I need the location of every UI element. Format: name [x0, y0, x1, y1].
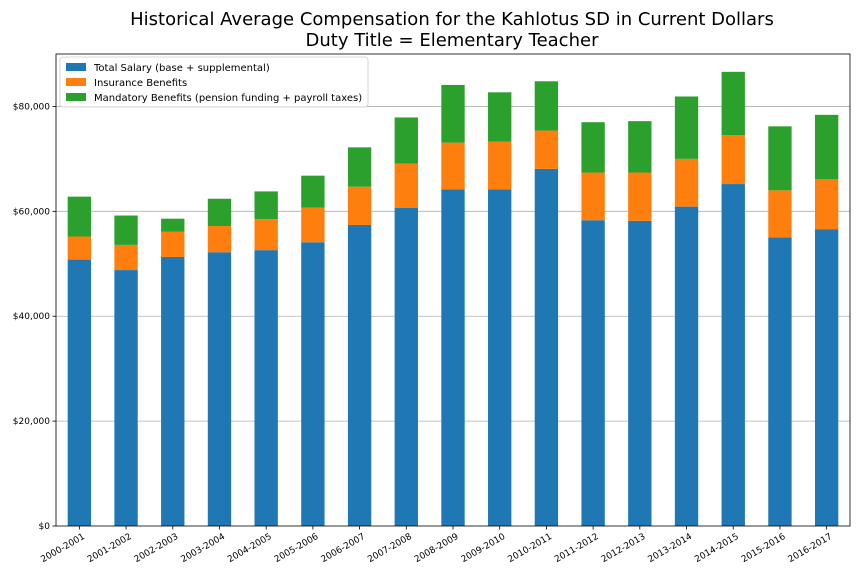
bar-segment-1 — [534, 130, 559, 169]
bar-segment-0 — [721, 184, 745, 526]
y-tick-label: $80,000 — [13, 102, 50, 112]
bar-segment-0 — [254, 250, 278, 527]
x-tick-label: 2010-2011 — [506, 532, 553, 565]
bar-segment-0 — [207, 252, 232, 527]
x-tick-label: 2013-2014 — [647, 532, 695, 565]
bar-segment-0 — [114, 270, 138, 526]
legend-box — [59, 56, 369, 108]
bar-segment-2 — [721, 71, 745, 136]
legend: Total Salary (base + supplemental) Insura… — [59, 56, 369, 108]
chart-title: Historical Average Compensation for the … — [130, 9, 774, 30]
x-tick-label: 2009-2010 — [460, 532, 508, 565]
bar-segment-2 — [581, 122, 605, 173]
bar-segment-1 — [488, 141, 512, 190]
chart-subtitle: Duty Title = Elementary Teacher — [306, 30, 600, 51]
bar-segment-2 — [347, 147, 372, 187]
y-axis-ticks: $0 $20,000 $40,000 $60,000 $80,000 — [13, 102, 56, 532]
bar-segment-0 — [347, 224, 372, 527]
bar-segment-1 — [441, 142, 465, 190]
bar-segment-0 — [441, 189, 465, 526]
bar-segment-2 — [534, 81, 559, 131]
bar-segment-0 — [534, 168, 559, 526]
x-tick-label: 2016-2017 — [787, 532, 834, 565]
x-tick-label: 2014-2015 — [693, 532, 740, 565]
bar-segment-0 — [581, 220, 605, 526]
bar-segment-0 — [488, 189, 512, 526]
bar-segment-2 — [628, 121, 652, 173]
x-tick-label: 2008-2009 — [413, 532, 461, 565]
bar-segment-2 — [114, 215, 138, 245]
bar-segment-1 — [207, 226, 232, 253]
bar-segment-0 — [161, 256, 185, 526]
x-tick-label: 2012-2013 — [600, 532, 647, 565]
legend-swatch — [66, 93, 86, 101]
bar-segment-2 — [768, 126, 792, 191]
bar-segment-2 — [441, 84, 465, 143]
y-tick-label: $40,000 — [13, 312, 50, 322]
bar-segment-0 — [67, 259, 92, 526]
bar-segment-2 — [161, 218, 185, 232]
legend-label: Total Salary (base + supplemental) — [93, 63, 270, 74]
bar-segment-1 — [581, 172, 605, 221]
legend-label: Mandatory Benefits (pension funding + pa… — [94, 93, 362, 104]
bar-segment-1 — [768, 190, 792, 238]
x-tick-label: 2003-2004 — [179, 532, 227, 565]
x-tick-label: 2005-2006 — [273, 532, 321, 565]
bar-segment-0 — [394, 207, 418, 526]
x-tick-label: 2001-2002 — [86, 532, 133, 565]
x-axis-ticks: 2000-2001 2001-2002 2002-2003 2003-2004 2004… — [39, 526, 834, 565]
bar-segment-2 — [67, 196, 92, 237]
legend-label: Insurance Benefits — [94, 78, 187, 89]
x-tick-label: 2015-2016 — [740, 532, 788, 565]
bar-segment-1 — [347, 186, 372, 225]
x-tick-label: 2002-2003 — [133, 532, 180, 565]
bar-segment-2 — [814, 114, 839, 180]
bar-segment-0 — [628, 220, 652, 527]
bar-segment-2 — [301, 175, 325, 208]
bar-segment-2 — [488, 92, 512, 142]
bar-segment-0 — [301, 242, 325, 526]
x-tick-label: 2011-2012 — [553, 532, 600, 565]
y-tick-label: $60,000 — [13, 207, 50, 217]
legend-swatch — [66, 63, 86, 71]
bar-segment-1 — [114, 244, 138, 271]
x-tick-label: 2006-2007 — [320, 532, 367, 565]
y-tick-label: $0 — [39, 522, 51, 532]
bar-segment-1 — [674, 158, 699, 207]
bar-segment-2 — [674, 96, 699, 159]
bar-segment-0 — [768, 237, 792, 527]
bar-segment-1 — [161, 231, 185, 257]
bar-segment-2 — [394, 117, 418, 164]
legend-swatch — [66, 78, 86, 86]
bar-segment-1 — [628, 172, 652, 221]
bar-segment-0 — [814, 229, 839, 527]
bars — [67, 71, 839, 527]
y-tick-label: $20,000 — [13, 417, 50, 427]
bar-segment-1 — [67, 236, 92, 260]
bar-segment-2 — [207, 198, 232, 227]
x-tick-label: 2007-2008 — [366, 532, 414, 565]
x-tick-label: 2000-2001 — [39, 532, 86, 565]
bar-segment-1 — [301, 207, 325, 243]
bar-segment-2 — [254, 191, 278, 220]
bar-segment-1 — [814, 179, 839, 230]
bar-segment-1 — [721, 135, 745, 185]
bar-segment-1 — [254, 219, 278, 251]
bar-segment-0 — [674, 206, 699, 526]
bar-segment-1 — [394, 163, 418, 208]
x-tick-label: 2004-2005 — [226, 532, 273, 565]
